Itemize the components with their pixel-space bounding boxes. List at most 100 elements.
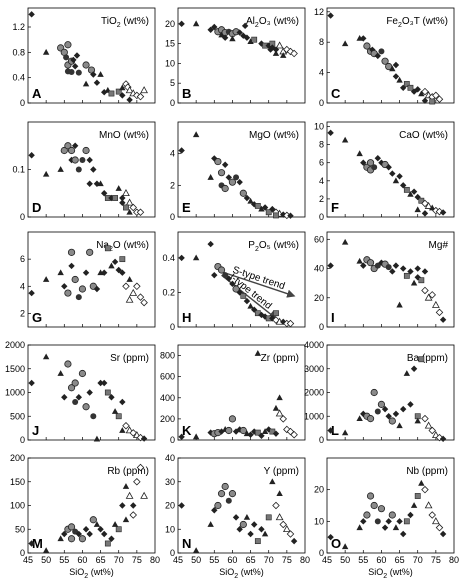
data-point-24 [119, 92, 126, 99]
x-tick-label: 55 [209, 555, 219, 565]
data-point-26 [287, 212, 294, 219]
data-point-7 [225, 497, 232, 504]
y-tick-label: 100 [10, 501, 25, 511]
data-point-20 [112, 195, 118, 201]
data-point-4 [64, 41, 72, 49]
data-point-28 [130, 502, 137, 509]
data-point-0 [327, 262, 334, 269]
data-point-12 [243, 513, 251, 520]
y-tick-label: 200 [160, 414, 175, 424]
y-tick-label: 4 [319, 176, 324, 186]
data-point-0 [28, 540, 35, 547]
data-point-9 [378, 48, 385, 55]
data-point-3 [61, 394, 68, 401]
data-point-27 [421, 210, 429, 217]
panel-a: 0 0.4 0.8 1.2 A TiO2 (wt%) [12, 7, 156, 108]
data-point-27 [421, 97, 429, 104]
x-tick-label: 50 [340, 555, 350, 565]
panel-title: Nb (ppm) [406, 466, 448, 477]
data-point-5 [217, 169, 226, 177]
x-tick-label: 55 [358, 555, 368, 565]
plot-frame [326, 7, 455, 104]
x-axis-label: SiO2 (wt%) [219, 567, 263, 579]
data-point-16 [407, 268, 414, 275]
panel-letter: M [32, 536, 43, 551]
data-point-26 [435, 95, 444, 103]
data-point-12 [389, 65, 396, 72]
data-point-21 [418, 90, 425, 97]
x-tick-label: 55 [59, 555, 69, 565]
data-point-11 [82, 146, 90, 155]
data-point-2 [57, 166, 64, 172]
data-point-25 [290, 537, 298, 545]
y-tick-label: 0 [170, 322, 175, 332]
panel-j: 0 500 1000 1500 2000 J Sr (ppm) [5, 340, 156, 445]
data-point-18 [111, 408, 119, 414]
data-point-1 [192, 254, 200, 261]
data-point-3 [360, 518, 367, 525]
y-tick-label: 2 [170, 180, 175, 190]
data-point-11 [240, 293, 247, 299]
data-point-2 [356, 524, 363, 531]
panel-title: Na2O (wt%) [96, 240, 149, 253]
data-point-10 [236, 526, 243, 533]
data-point-7 [371, 164, 378, 171]
y-tick-label: 4000 [304, 340, 324, 350]
plot-frame [177, 344, 306, 441]
data-point-17 [410, 365, 418, 372]
data-point-11 [218, 31, 225, 38]
y-tick-label: 4 [170, 149, 175, 159]
data-point-15 [241, 22, 249, 30]
plot-frame [177, 231, 306, 328]
data-point-12 [90, 413, 97, 420]
data-point-0 [178, 502, 185, 509]
data-point-16 [90, 71, 97, 78]
data-point-14 [400, 405, 407, 413]
data-point-7 [225, 275, 232, 282]
data-point-20 [272, 501, 280, 510]
data-point-23 [129, 429, 137, 437]
y-tick-label: 10 [165, 524, 175, 534]
y-tick-label: 2000 [304, 388, 324, 398]
data-point-23 [429, 204, 436, 211]
data-point-12 [392, 410, 400, 418]
data-point-17 [403, 81, 410, 87]
data-point-22 [108, 90, 115, 97]
x-tick-label: 45 [322, 555, 332, 565]
data-point-22 [428, 291, 436, 299]
data-point-24 [435, 433, 444, 442]
data-point-8 [377, 505, 386, 513]
data-point-5 [67, 146, 76, 155]
data-point-23 [119, 199, 126, 206]
data-point-24 [286, 530, 295, 538]
data-point-10 [236, 29, 243, 36]
panel-title: Rb (ppm) [107, 466, 149, 477]
data-point-18 [111, 258, 119, 266]
data-point-28 [414, 206, 421, 213]
data-point-1 [42, 353, 50, 360]
data-point-6 [221, 161, 229, 168]
data-point-19 [261, 204, 269, 211]
panel-letter: D [32, 200, 41, 215]
data-point-10 [79, 157, 86, 163]
data-point-27 [273, 212, 279, 219]
data-point-15 [93, 180, 101, 187]
data-point-9 [78, 285, 87, 293]
data-point-3 [360, 35, 367, 42]
panel-letter: C [331, 86, 341, 101]
data-point-21 [122, 421, 130, 430]
data-point-14 [396, 173, 403, 180]
data-point-18 [251, 36, 258, 43]
data-point-18 [410, 188, 418, 195]
data-point-22 [122, 282, 130, 291]
data-point-28 [136, 208, 145, 217]
data-point-19 [97, 71, 104, 77]
data-point-9 [232, 285, 240, 293]
y-tick-label: 0 [170, 548, 175, 558]
data-point-1 [192, 547, 200, 554]
data-point-1 [42, 276, 50, 282]
data-point-11 [86, 248, 94, 256]
data-point-21 [421, 199, 429, 208]
y-tick-label: 0.8 [12, 47, 25, 57]
data-point-8 [228, 415, 237, 423]
